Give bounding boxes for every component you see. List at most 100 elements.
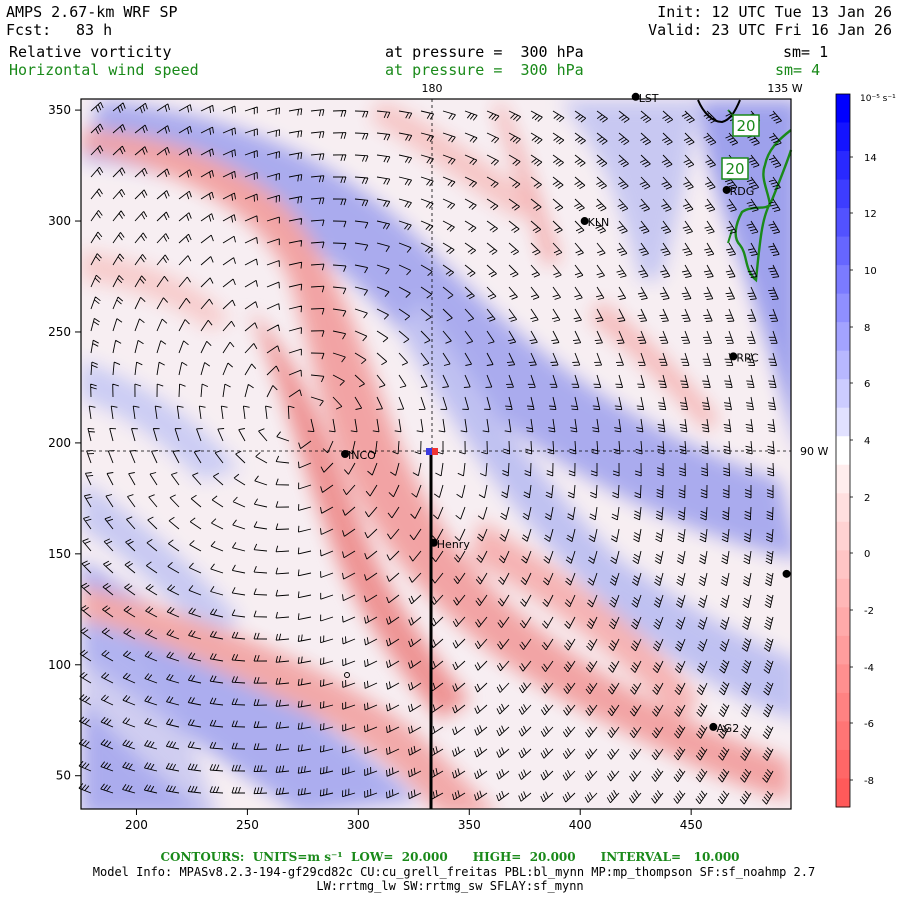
contour-label-upper: 20	[732, 114, 760, 137]
colorbar-label: -6	[864, 719, 874, 730]
colorbar-bin	[836, 379, 850, 409]
y-tick-label: 200	[48, 436, 71, 450]
station: RDG	[722, 185, 755, 198]
colorbar-label: -4	[864, 663, 874, 674]
colorbar-bin	[836, 464, 850, 494]
station: KLN	[580, 216, 610, 229]
colorbar-bin	[836, 236, 850, 266]
y-tick-label: 300	[48, 214, 71, 228]
colorbar-bin	[836, 208, 850, 238]
svg-text:20: 20	[736, 117, 755, 135]
field2-smoothing: sm= 4	[775, 61, 821, 79]
init-time: Init: 12 UTC Tue 13 Jan 26	[657, 3, 892, 21]
colorbar-bin	[836, 350, 850, 380]
station-label: LST	[639, 92, 659, 105]
colorbar-bin	[836, 407, 850, 437]
model-info-physics: LW:rrtmg_lw SW:rrtmg_sw SFLAY:sf_mynn	[316, 879, 584, 893]
field1-name: Relative vorticity	[9, 43, 172, 61]
colorbar-bin	[836, 493, 850, 523]
station-dot	[580, 217, 589, 226]
y-tick-label: 150	[48, 547, 71, 561]
colorbar-bin	[836, 607, 850, 637]
forecast-hours: 83 h	[76, 21, 113, 39]
station-dot	[782, 569, 791, 578]
colorbar-bin	[836, 151, 850, 181]
colorbar-bin	[836, 664, 850, 694]
colorbar-bin	[836, 749, 850, 779]
colorbar-unit: 10⁻⁵ s⁻¹	[860, 94, 896, 104]
field1-smoothing: sm= 1	[783, 43, 829, 61]
colorbar-bin	[836, 179, 850, 209]
parallel-label: 90 W	[800, 445, 828, 458]
colorbar-bin	[836, 521, 850, 551]
colorbar-bin	[836, 122, 850, 152]
colorbar-label: 4	[864, 436, 870, 447]
contours-info: CONTOURS: UNITS=m s⁻¹ LOW= 20.000 HIGH= …	[160, 850, 740, 864]
colorbar-bin	[836, 265, 850, 295]
forecast-label: Fcst:	[6, 21, 52, 39]
colorbar-label: 10	[864, 266, 877, 277]
y-tick-label: 100	[48, 658, 71, 672]
colorbar-label: 0	[864, 549, 870, 560]
station-dot	[709, 722, 718, 731]
colorbar-bin	[836, 293, 850, 323]
svg-text:20: 20	[725, 160, 744, 178]
station-dot	[341, 450, 350, 458]
wind-speed-contour	[734, 129, 793, 283]
wind-barbs	[78, 101, 782, 805]
colorbar-label: -8	[864, 776, 874, 787]
field2-name: Horizontal wind speed	[9, 61, 199, 79]
x-tick-label: 400	[569, 818, 592, 832]
model-title: AMPS 2.67-km WRF SP	[6, 3, 178, 21]
colorbar-label: 2	[864, 493, 870, 504]
y-axis: 50 100 150 200 250 300 350	[48, 103, 81, 783]
point-marker	[344, 672, 350, 678]
colorbar-label: 14	[864, 153, 877, 164]
colorbar-bin	[836, 550, 850, 580]
station-label: Henry	[437, 538, 471, 551]
corner-meridian-label: 135 W	[767, 82, 802, 95]
station-markers: LST RDG KLN RRC INCO Henry AG2	[341, 92, 791, 735]
station: Henry	[429, 538, 471, 551]
colorbar-label: 12	[864, 209, 877, 220]
station-dot	[729, 352, 738, 361]
field2-level: at pressure = 300 hPa	[385, 61, 584, 79]
colorbar-bin	[836, 578, 850, 608]
colorbar-bin	[836, 436, 850, 466]
station-dot	[722, 185, 731, 194]
coastline	[697, 99, 741, 124]
colorbar-label: 6	[864, 379, 870, 390]
valid-time: Valid: 23 UTC Fri 16 Jan 26	[648, 21, 892, 39]
vorticity-field	[81, 99, 791, 809]
y-tick-label: 250	[48, 325, 71, 339]
colorbar-bin	[836, 635, 850, 665]
y-tick-label: 50	[56, 769, 71, 783]
x-tick-label: 450	[680, 818, 703, 832]
x-tick-label: 200	[125, 818, 148, 832]
colorbar-bin	[836, 692, 850, 722]
colorbar-bin	[836, 94, 850, 124]
cross-section-end-marker	[432, 448, 438, 455]
plot-frame	[80, 98, 792, 810]
meridian-label: 180	[422, 82, 443, 95]
station: AG2	[709, 722, 739, 735]
station-label: RRC	[736, 351, 759, 364]
x-tick-label: 250	[236, 818, 259, 832]
colorbar-bin	[836, 778, 850, 808]
station-dot	[429, 538, 438, 547]
station-label: AG2	[716, 722, 739, 735]
station	[782, 569, 791, 578]
station-label: INCO	[348, 449, 376, 462]
colorbar-bin	[836, 322, 850, 352]
colorbar-bin	[836, 721, 850, 751]
station: RRC	[729, 351, 759, 364]
station: INCO	[341, 449, 376, 462]
field1-level: at pressure = 300 hPa	[385, 43, 584, 61]
wind-barb-field	[78, 101, 782, 805]
model-info: Model Info: MPASv8.2.3-194-gf29cd82c CU:…	[92, 865, 816, 879]
colorbar: 14 12 10 8 6 4 2 0 -2 -4 -6 -8	[835, 93, 877, 808]
station-label: RDG	[730, 185, 755, 198]
station-label: KLN	[588, 216, 610, 229]
contour-label-lower: 20	[721, 157, 749, 180]
